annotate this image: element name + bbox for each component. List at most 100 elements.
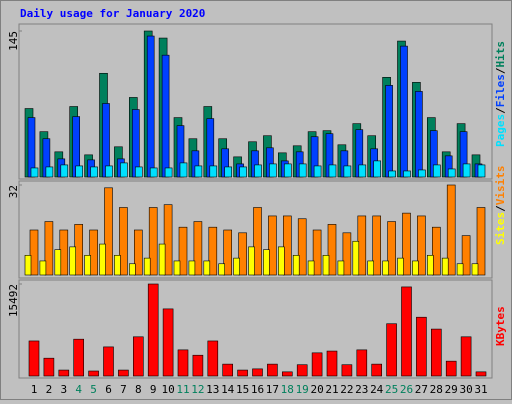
x-tick-label: 22 [340, 383, 353, 396]
bar [164, 167, 173, 178]
bar [471, 263, 479, 276]
bar [356, 349, 368, 377]
bar [263, 249, 270, 276]
bar [367, 260, 375, 276]
x-tick-label: 25 [385, 383, 398, 396]
bar [432, 164, 441, 178]
y-tick-label: 15492 [7, 284, 20, 317]
bar [119, 207, 128, 276]
bar [431, 226, 441, 276]
x-tick-label: 1 [31, 383, 38, 396]
bar [253, 207, 262, 276]
x-tick-label: 20 [310, 383, 323, 396]
bar [218, 263, 225, 276]
bar [134, 229, 143, 276]
x-tick-label: 3 [60, 383, 67, 396]
bar [277, 246, 285, 276]
bar [326, 350, 338, 377]
x-tick-label: 27 [415, 383, 428, 396]
bar [441, 257, 449, 276]
bar [386, 323, 397, 377]
x-tick-label: 29 [445, 383, 458, 396]
bar [43, 357, 55, 377]
bar [24, 255, 32, 276]
bar [161, 54, 170, 178]
bar [417, 215, 426, 276]
bar [104, 187, 113, 276]
bar [269, 163, 277, 178]
x-tick-label: 19 [296, 383, 309, 396]
bar [162, 308, 174, 377]
bar [105, 165, 113, 178]
bar [103, 346, 114, 377]
bar [28, 340, 40, 377]
bar [297, 218, 307, 276]
bar [267, 363, 278, 377]
legend: Pages/Files/Hits [494, 41, 507, 147]
bar [313, 165, 322, 178]
bar [268, 215, 277, 276]
x-tick-label: 31 [474, 383, 487, 396]
bar [372, 215, 382, 276]
x-tick-label: 5 [90, 383, 97, 396]
bar [382, 260, 389, 276]
x-tick-label: 2 [46, 383, 53, 396]
bar [388, 170, 396, 178]
bar [446, 184, 456, 276]
bar [322, 255, 330, 276]
bar [462, 163, 471, 178]
bar [54, 249, 62, 276]
x-tick-label: 28 [430, 383, 443, 396]
bar [148, 207, 158, 276]
bar [403, 170, 411, 178]
bar [387, 221, 396, 276]
bar [69, 246, 76, 276]
bar [298, 163, 307, 178]
bar [238, 232, 247, 276]
legend-entry: Sites [494, 212, 507, 245]
bar [415, 91, 423, 178]
bar [400, 45, 408, 178]
bar [114, 255, 121, 276]
bar [307, 260, 315, 276]
bar [84, 255, 91, 276]
legend: KBytes [494, 306, 507, 346]
legend-entry: KBytes [494, 306, 507, 346]
bar [163, 204, 173, 276]
bar [373, 160, 382, 178]
x-tick-label: 13 [206, 383, 219, 396]
bar [135, 166, 143, 178]
bar [88, 370, 99, 377]
bar [147, 283, 159, 377]
x-tick-label: 6 [105, 383, 112, 396]
bar [29, 229, 39, 276]
bar [337, 260, 345, 276]
bar [224, 166, 232, 178]
bar [173, 260, 181, 276]
x-tick-label: 16 [251, 383, 264, 396]
legend-separator: / [494, 205, 507, 212]
legend-separator: / [494, 67, 507, 74]
bar [476, 207, 486, 276]
bar [193, 221, 203, 276]
bar [312, 229, 322, 276]
bar [401, 286, 412, 377]
bar [456, 263, 464, 276]
bar [192, 354, 204, 377]
bar [385, 85, 393, 178]
bar [327, 224, 337, 276]
x-tick-label: 12 [191, 383, 204, 396]
bar [58, 369, 70, 377]
bar [477, 164, 486, 178]
panel [18, 279, 493, 379]
bar [412, 260, 419, 276]
bar [237, 369, 248, 377]
bar [207, 340, 219, 377]
bar [328, 164, 337, 178]
legend-separator: / [494, 107, 507, 114]
bar [60, 164, 69, 178]
legend-entry: Hits [494, 41, 507, 68]
legend-entry: Visits [494, 166, 507, 206]
bar [292, 255, 300, 276]
